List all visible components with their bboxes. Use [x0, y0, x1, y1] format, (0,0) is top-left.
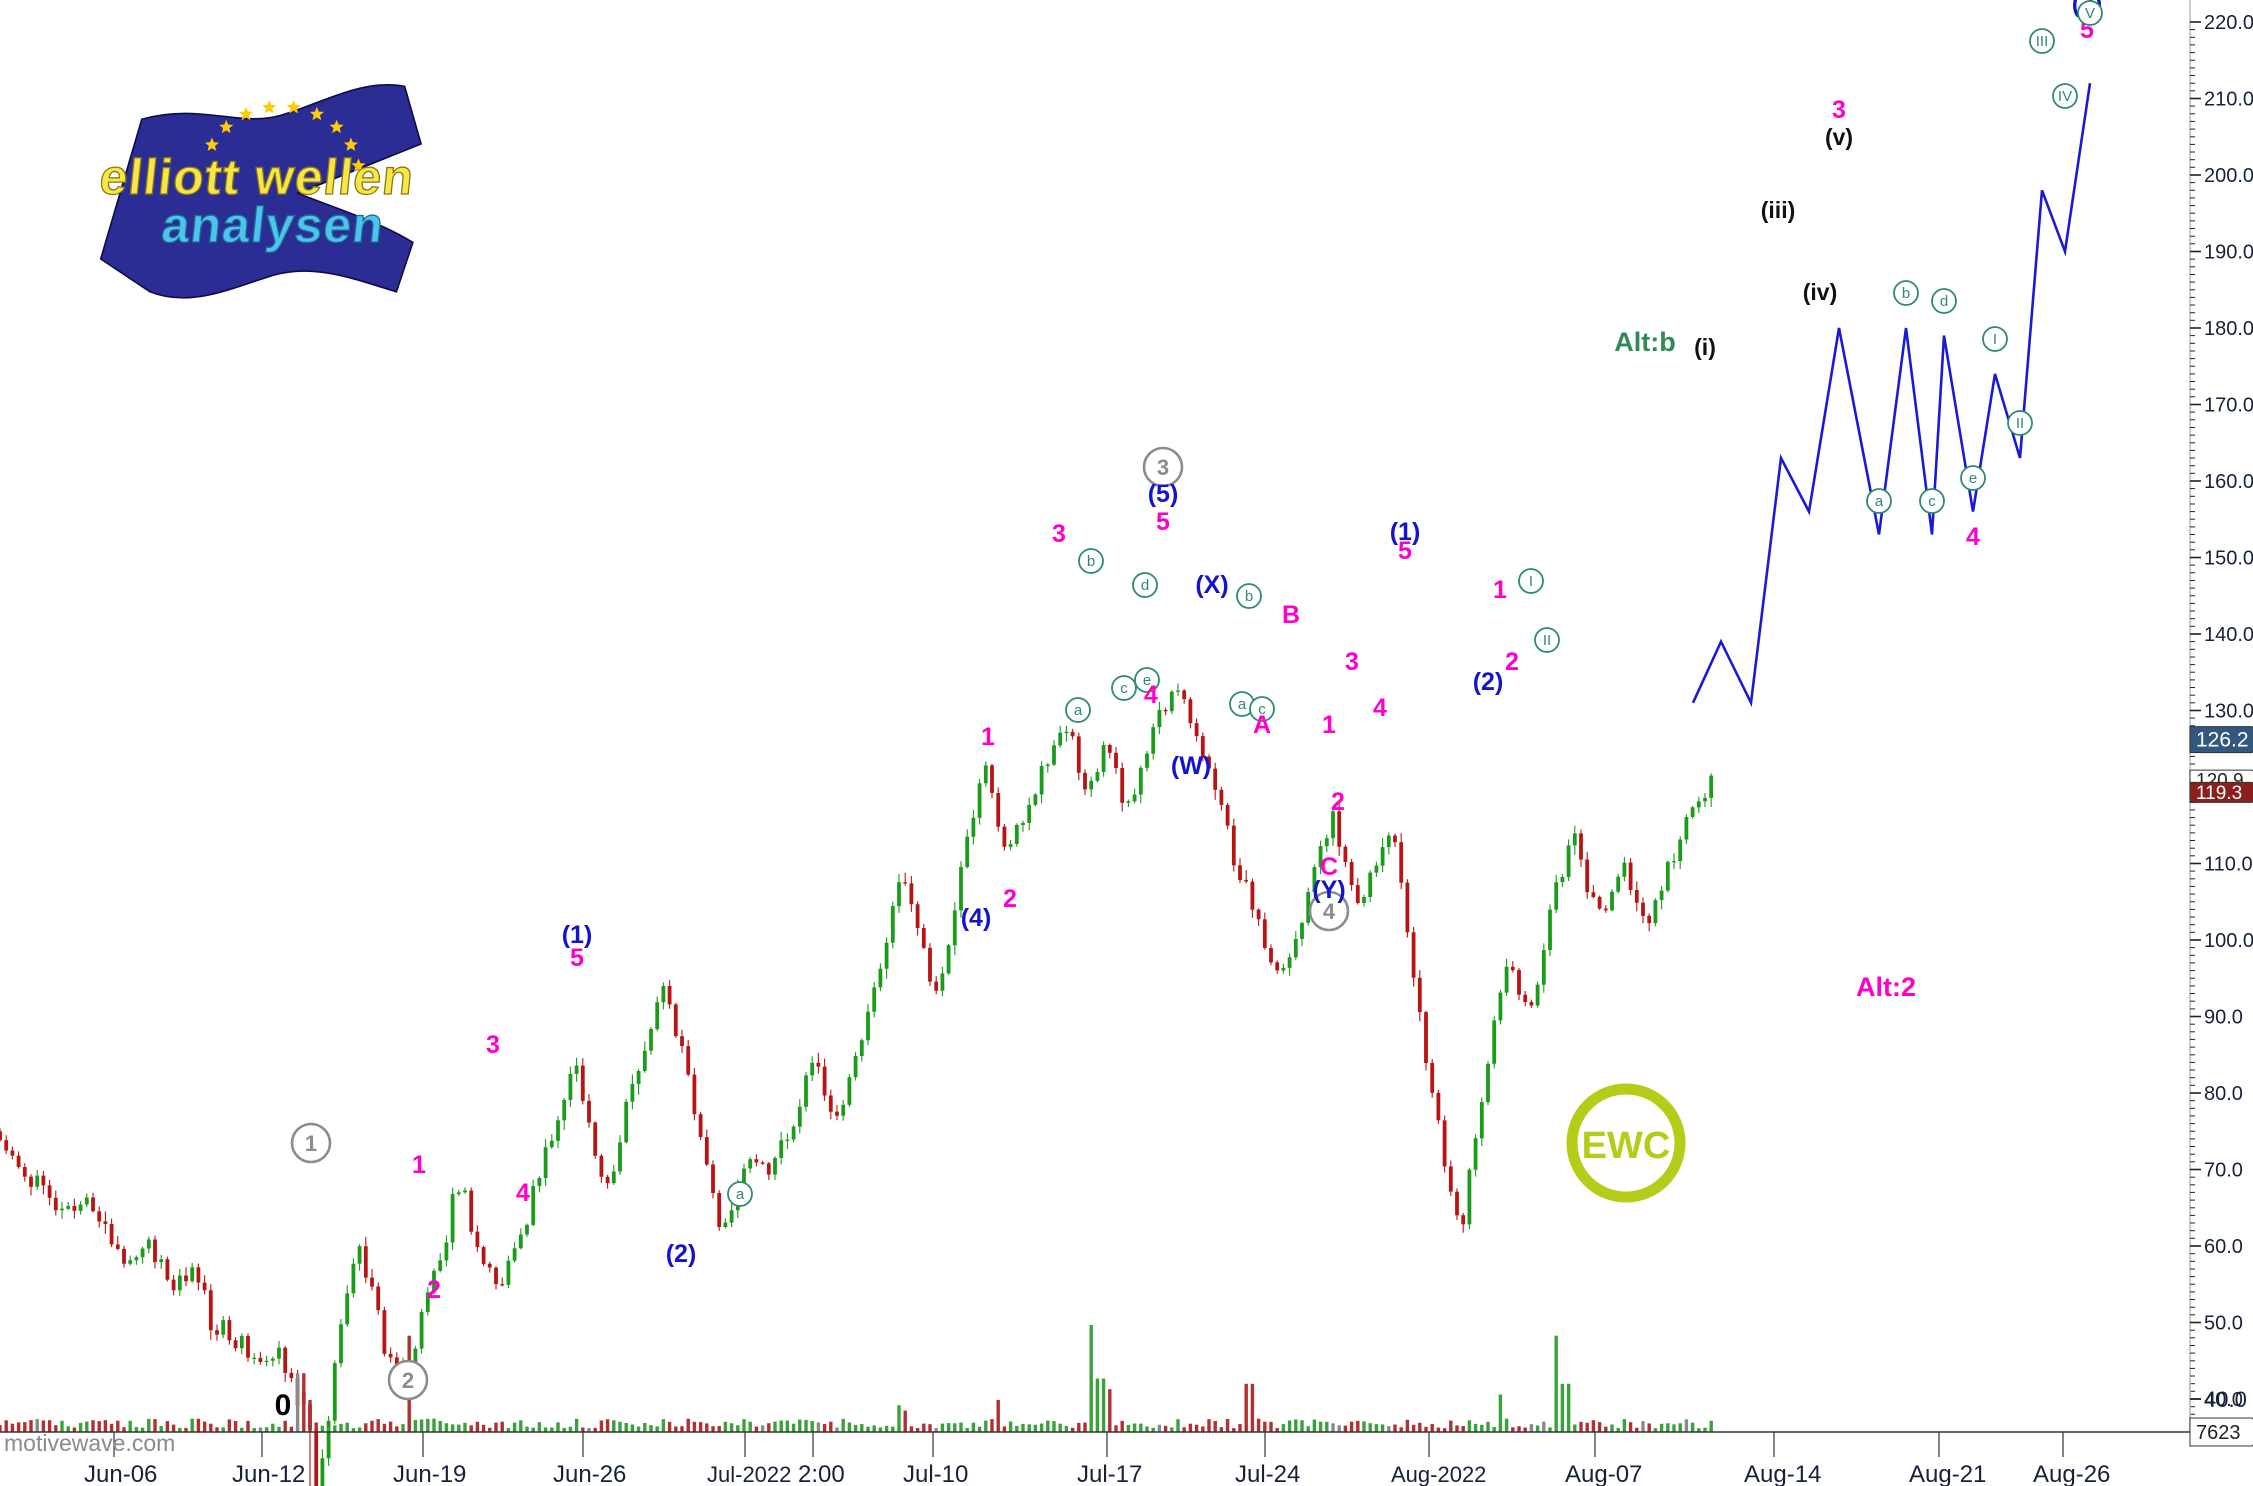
svg-text:d: d: [1940, 293, 1948, 310]
svg-text:2: 2: [1505, 648, 1519, 676]
svg-text:100.0: 100.0: [2204, 930, 2253, 952]
svg-text:a: a: [1238, 696, 1247, 713]
svg-text:II: II: [2016, 415, 2024, 432]
svg-text:e: e: [1969, 470, 1977, 487]
svg-text:119.3: 119.3: [2196, 783, 2242, 804]
svg-text:130.0: 130.0: [2204, 701, 2253, 723]
svg-text:IV: IV: [2058, 88, 2072, 105]
svg-text:1: 1: [412, 1151, 426, 1179]
svg-text:5: 5: [1156, 508, 1170, 536]
svg-text:A: A: [1253, 711, 1271, 739]
svg-text:110.0: 110.0: [2204, 854, 2253, 876]
svg-text:2: 2: [1003, 885, 1017, 913]
svg-text:Jul-10: Jul-10: [903, 1461, 968, 1486]
svg-text:200.0: 200.0: [2204, 165, 2253, 187]
svg-text:4: 4: [1966, 523, 1980, 551]
svg-text:210.0: 210.0: [2204, 89, 2253, 111]
svg-text:Aug-2022: Aug-2022: [1391, 1462, 1486, 1486]
svg-text:2: 2: [402, 1368, 414, 1393]
svg-text:a: a: [1875, 493, 1884, 510]
svg-text:180.0: 180.0: [2204, 318, 2253, 340]
svg-text:II: II: [1543, 632, 1551, 649]
svg-text:190.0: 190.0: [2204, 242, 2253, 264]
svg-text:3: 3: [486, 1031, 500, 1059]
svg-text:3: 3: [1832, 96, 1846, 124]
svg-text:220.0: 220.0: [2204, 12, 2253, 34]
svg-text:Jul-24: Jul-24: [1235, 1461, 1300, 1486]
svg-text:2: 2: [427, 1276, 441, 1304]
svg-text:Jul-17: Jul-17: [1077, 1461, 1142, 1486]
svg-text:(Y): (Y): [1312, 876, 1345, 904]
svg-text:I: I: [1993, 331, 1997, 348]
svg-text:(iii): (iii): [1761, 197, 1796, 223]
svg-text:a: a: [1074, 702, 1083, 719]
svg-text:Aug-07: Aug-07: [1565, 1461, 1642, 1486]
svg-text:3: 3: [1157, 455, 1169, 480]
svg-text:Jul-2022: Jul-2022: [707, 1462, 791, 1486]
svg-text:0: 0: [275, 1389, 292, 1422]
svg-text:(4): (4): [961, 904, 992, 932]
svg-text:70.0: 70.0: [2204, 1160, 2243, 1182]
svg-text:3: 3: [1345, 648, 1359, 676]
svg-text:(2): (2): [1473, 668, 1504, 696]
svg-text:90.0: 90.0: [2204, 1007, 2243, 1029]
svg-text:4: 4: [1373, 694, 1387, 722]
svg-text:V: V: [2085, 5, 2095, 22]
svg-text:Aug-21: Aug-21: [1909, 1461, 1986, 1486]
svg-text:Jun-26: Jun-26: [553, 1461, 626, 1486]
svg-text:(W): (W): [1171, 752, 1211, 780]
svg-text:7623: 7623: [2196, 1422, 2241, 1444]
svg-text:4: 4: [1144, 681, 1158, 709]
svg-text:(2): (2): [666, 1240, 697, 1268]
svg-text:1: 1: [1322, 711, 1336, 739]
svg-text:150.0: 150.0: [2204, 548, 2253, 570]
svg-text:2: 2: [1331, 788, 1345, 816]
svg-text:50.0: 50.0: [2204, 1313, 2243, 1335]
svg-text:4: 4: [516, 1179, 530, 1207]
svg-text:Aug-26: Aug-26: [2033, 1461, 2110, 1486]
svg-text:b: b: [1902, 285, 1910, 302]
svg-text:B: B: [1282, 601, 1300, 629]
svg-text:c: c: [1120, 680, 1128, 697]
svg-text:a: a: [736, 1186, 745, 1203]
svg-text:d: d: [1141, 577, 1149, 594]
svg-text:1: 1: [305, 1131, 317, 1156]
svg-text:1: 1: [981, 723, 995, 751]
svg-text:Jun-12: Jun-12: [232, 1461, 305, 1486]
svg-text:170.0: 170.0: [2204, 395, 2253, 417]
svg-text:40.0: 40.0: [2204, 1387, 2247, 1412]
svg-text:80.0: 80.0: [2204, 1083, 2243, 1105]
svg-text:(iv): (iv): [1803, 279, 1838, 305]
svg-text:EWC: EWC: [1582, 1125, 1671, 1167]
svg-text:III: III: [2036, 33, 2049, 50]
svg-text:motivewave.com: motivewave.com: [4, 1430, 175, 1456]
svg-text:160.0: 160.0: [2204, 471, 2253, 493]
svg-text:(v): (v): [1825, 124, 1853, 150]
svg-text:5: 5: [1398, 537, 1412, 565]
svg-text:3: 3: [1052, 520, 1066, 548]
svg-text:(1): (1): [562, 921, 593, 949]
svg-text:126.2: 126.2: [2196, 729, 2249, 752]
svg-text:Jun-06: Jun-06: [84, 1461, 157, 1486]
svg-text:(i): (i): [1694, 334, 1716, 360]
svg-text:Jun-19: Jun-19: [393, 1461, 466, 1486]
svg-text:Alt:b: Alt:b: [1614, 327, 1675, 357]
svg-text:60.0: 60.0: [2204, 1236, 2243, 1258]
svg-text:b: b: [1087, 553, 1095, 570]
svg-text:2:00: 2:00: [798, 1461, 845, 1486]
svg-text:c: c: [1928, 493, 1936, 510]
svg-text:(X): (X): [1195, 571, 1228, 599]
svg-text:Aug-14: Aug-14: [1744, 1461, 1821, 1486]
svg-text:Alt:2: Alt:2: [1856, 972, 1916, 1002]
svg-text:1: 1: [1493, 576, 1507, 604]
svg-text:I: I: [1529, 573, 1533, 590]
svg-text:140.0: 140.0: [2204, 624, 2253, 646]
svg-text:(5): (5): [1148, 480, 1179, 508]
svg-text:b: b: [1245, 588, 1253, 605]
